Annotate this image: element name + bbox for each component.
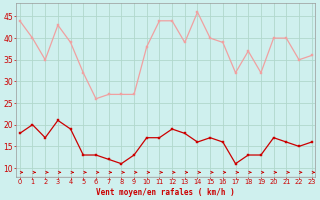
X-axis label: Vent moyen/en rafales ( km/h ): Vent moyen/en rafales ( km/h )	[96, 188, 235, 197]
